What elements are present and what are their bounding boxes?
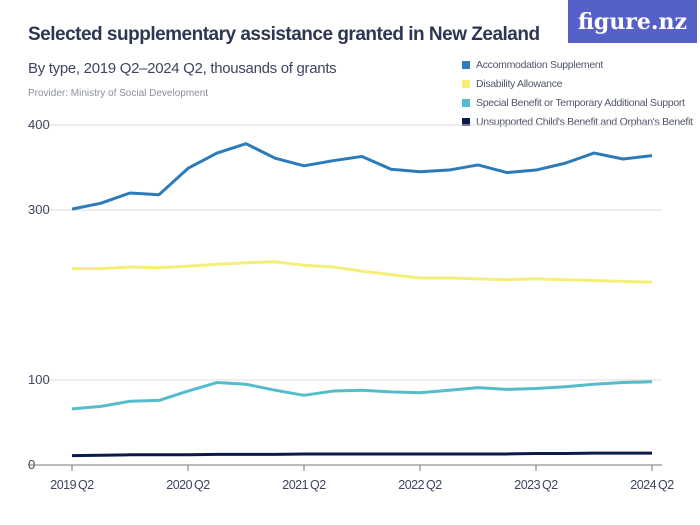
legend-swatch	[462, 79, 470, 88]
y-tick-label: 100	[28, 372, 50, 387]
provider-text: Provider: Ministry of Social Development	[28, 88, 209, 99]
legend-item: Accommodation Supplement	[462, 55, 693, 74]
legend-swatch	[462, 117, 470, 126]
legend-item: Special Benefit or Temporary Additional …	[462, 93, 693, 112]
x-tick-label: 2024 Q2	[630, 478, 674, 492]
chart-title: Selected supplementary assistance grante…	[28, 24, 540, 45]
legend-item: Disability Allowance	[462, 74, 693, 93]
legend-label: Accommodation Supplement	[476, 58, 604, 71]
x-tick-label: 2022 Q2	[398, 478, 442, 492]
series-line-0	[71, 142, 653, 211]
y-tick-label: 400	[28, 117, 50, 132]
x-tick-label: 2023 Q2	[514, 478, 558, 492]
x-tick-label: 2021 Q2	[282, 478, 326, 492]
x-tick-label: 2020 Q2	[166, 478, 210, 492]
legend-swatch	[462, 98, 470, 107]
legend-label: Special Benefit or Temporary Additional …	[476, 96, 685, 109]
legend-swatch	[462, 60, 470, 69]
series-line-3	[71, 451, 652, 458]
figure-nz-logo[interactable]: figure.nz	[568, 0, 697, 43]
y-tick-label: 300	[28, 202, 50, 217]
series-line-1	[72, 260, 653, 284]
x-tick-label: 2019 Q2	[50, 478, 94, 492]
legend-label: Disability Allowance	[476, 77, 563, 90]
series-line-2	[71, 380, 653, 411]
chart-subtitle: By type, 2019 Q2–2024 Q2, thousands of g…	[28, 60, 337, 77]
